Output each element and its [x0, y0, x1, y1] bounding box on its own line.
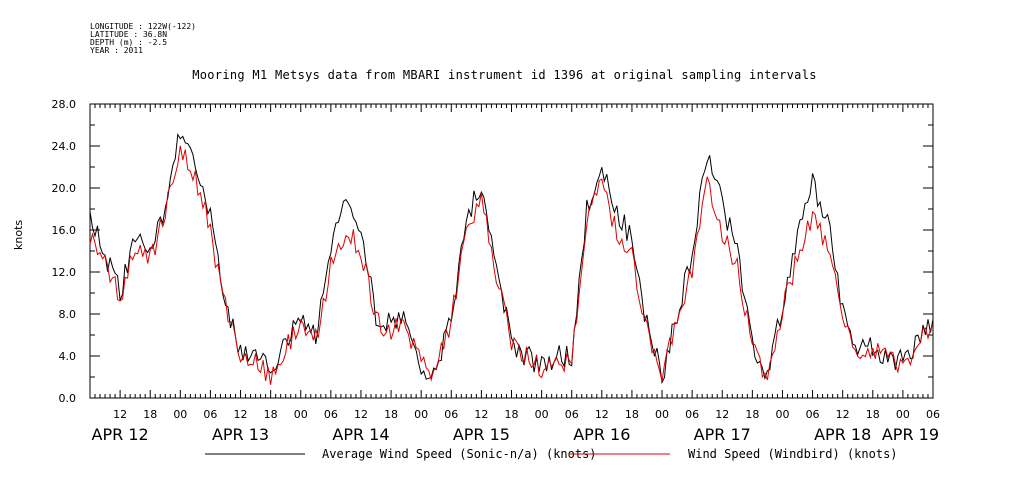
x-hour-label: 12	[113, 408, 127, 421]
legend: Average Wind Speed (Sonic-n/a) (knots) W…	[205, 447, 898, 461]
series-line-1	[89, 145, 934, 385]
x-hour-label: 00	[535, 408, 549, 421]
longitude-label: LONGITUDE : 122W(-122)	[90, 22, 196, 31]
x-hour-label: 12	[474, 408, 488, 421]
x-hour-label: 00	[775, 408, 789, 421]
x-date-label: APR 12	[92, 425, 149, 444]
x-hour-label: 12	[836, 408, 850, 421]
x-hour-label: 18	[866, 408, 880, 421]
x-axis-ticks: 12 18 00 06 12 18 00 06 12 18 00 06 12 18 00 06 12 18 00 06…	[89, 104, 940, 444]
y-tick-label: 16.0	[52, 224, 77, 237]
x-hour-label: 06	[685, 408, 699, 421]
x-date-label: APR 16	[573, 425, 630, 444]
x-hour-label: 00	[173, 408, 187, 421]
depth-label: DEPTH (m) : -2.5	[90, 38, 168, 47]
x-hour-label: 18	[625, 408, 639, 421]
x-date-label: APR 19	[882, 425, 939, 444]
x-date-label: APR 18	[814, 425, 871, 444]
year-label: YEAR : 2011	[90, 46, 143, 55]
x-hour-label: 06	[926, 408, 940, 421]
legend-label-windbird: Wind Speed (Windbird) (knots)	[688, 447, 898, 461]
x-hour-label: 18	[384, 408, 398, 421]
y-tick-label: 28.0	[52, 98, 77, 111]
x-hour-label: 00	[414, 408, 428, 421]
x-date-label: APR 13	[212, 425, 269, 444]
x-hour-label: 00	[655, 408, 669, 421]
x-hour-label: 12	[715, 408, 729, 421]
x-hour-label: 12	[354, 408, 368, 421]
y-tick-label: 24.0	[52, 140, 77, 153]
x-hour-label: 12	[595, 408, 609, 421]
x-hour-label: 06	[203, 408, 217, 421]
y-tick-label: 12.0	[52, 266, 77, 279]
x-hour-label: 18	[143, 408, 157, 421]
x-hour-label: 06	[324, 408, 338, 421]
x-hour-label: 06	[806, 408, 820, 421]
x-hour-label: 12	[234, 408, 248, 421]
y-tick-label: 8.0	[59, 308, 77, 321]
x-hour-label: 06	[565, 408, 579, 421]
x-hour-label: 18	[745, 408, 759, 421]
x-hour-label: 18	[264, 408, 278, 421]
x-date-label: APR 14	[332, 425, 389, 444]
x-date-label: APR 15	[453, 425, 510, 444]
series-lines	[89, 132, 934, 385]
x-hour-label: 00	[294, 408, 308, 421]
plot-frame	[89, 103, 934, 399]
x-date-label: APR 17	[694, 425, 751, 444]
series-line-0	[89, 132, 934, 385]
x-hour-label: 00	[896, 408, 910, 421]
y-tick-label: 4.0	[59, 350, 77, 363]
latitude-label: LATITUDE : 36.8N	[90, 30, 168, 39]
y-tick-label: 20.0	[52, 182, 77, 195]
x-hour-label: 18	[505, 408, 519, 421]
x-hour-label: 06	[444, 408, 458, 421]
legend-label-average: Average Wind Speed (Sonic-n/a) (knots)	[322, 447, 597, 461]
y-tick-label: 0.0	[59, 392, 77, 405]
chart-title: Mooring M1 Metsys data from MBARI instru…	[192, 68, 817, 82]
